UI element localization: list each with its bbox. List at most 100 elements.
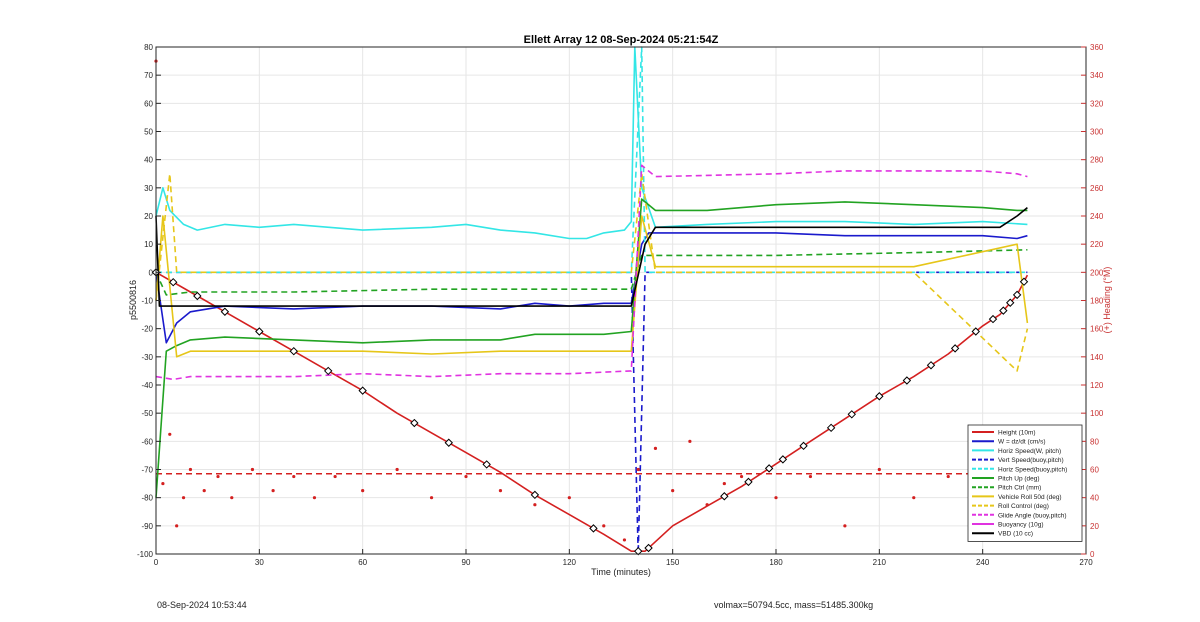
x-tick-label: 30: [255, 558, 264, 567]
y-tick-label: 30: [144, 184, 153, 193]
height-marker: [169, 277, 178, 287]
heading-point: [216, 474, 220, 479]
height-marker: [410, 418, 419, 428]
y2-tick-label: 60: [1090, 466, 1099, 475]
height-marker: [1019, 277, 1029, 286]
height-marker: [744, 477, 753, 487]
y2-tick-label: 20: [1090, 522, 1099, 531]
series-line-9: [155, 164, 1028, 381]
y-tick-label: 60: [144, 99, 153, 108]
heading-point: [533, 503, 537, 507]
height-marker: [902, 376, 912, 385]
heading-point: [161, 481, 165, 486]
height-marker: [926, 361, 936, 370]
legend-label: Vehicle Roll 50d (deg): [998, 494, 1062, 501]
x-tick-label: 180: [769, 558, 783, 567]
height-marker: [875, 392, 884, 401]
series-line-0: [155, 271, 1029, 553]
y2-tick-label: 300: [1090, 128, 1104, 137]
x-tick-label: 60: [358, 558, 367, 567]
height-marker: [778, 455, 788, 464]
heading-point: [292, 474, 296, 479]
y-tick-label: 80: [144, 43, 153, 52]
heading-point: [202, 489, 206, 493]
y-tick-label: -100: [137, 550, 154, 559]
height-marker: [988, 314, 998, 324]
heading-point: [188, 467, 193, 472]
height-marker: [826, 423, 836, 433]
y2-tick-label: 80: [1090, 437, 1099, 446]
height-marker: [1006, 298, 1015, 307]
y2-tick-label: 100: [1090, 409, 1104, 418]
y2-tick-label: 120: [1090, 381, 1104, 390]
heading-point: [774, 496, 778, 500]
heading-point: [271, 489, 275, 493]
series-line-11: [155, 206, 1028, 307]
x-tick-label: 270: [1079, 558, 1093, 567]
y2-tick-label: 0: [1090, 550, 1095, 559]
heading-point: [312, 496, 317, 500]
y2-tick-label: 160: [1090, 325, 1104, 334]
series-line-8: [155, 173, 1029, 372]
y-tick-label: -90: [141, 522, 153, 531]
series-line-2: [155, 46, 1028, 240]
y-tick-label: 10: [144, 240, 153, 249]
height-marker: [358, 386, 367, 395]
heading-point: [602, 524, 606, 528]
y2-tick-label: 220: [1090, 240, 1104, 249]
heading-point: [653, 446, 658, 450]
y2-tick-label: 140: [1090, 353, 1104, 362]
height-marker: [634, 546, 643, 556]
heading-point: [230, 496, 234, 500]
height-marker: [444, 438, 453, 447]
heading-point: [671, 489, 675, 493]
x-tick-label: 240: [976, 558, 990, 567]
y2-tick-label: 180: [1090, 297, 1104, 306]
heading-point: [636, 467, 640, 472]
height-marker: [644, 543, 653, 553]
height-marker: [950, 344, 960, 353]
x-tick-label: 90: [462, 558, 471, 567]
heading-point: [181, 496, 186, 500]
height-marker: [530, 490, 540, 500]
series-line-7: [155, 215, 1029, 358]
height-marker: [193, 291, 202, 301]
y2-tick-label: 40: [1090, 494, 1099, 503]
heading-point: [464, 474, 468, 479]
y-tick-label: -30: [141, 353, 153, 362]
y-tick-label: -10: [141, 297, 153, 306]
height-marker: [482, 460, 491, 469]
y-tick-label: 20: [144, 212, 153, 221]
y-tick-label: 70: [144, 71, 153, 80]
height-marker: [220, 307, 230, 316]
heading-point: [168, 432, 172, 436]
legend-label: Pitch Up (deg): [998, 476, 1040, 483]
heading-point: [808, 474, 813, 479]
height-marker: [289, 346, 298, 356]
legend-box: [967, 424, 1083, 542]
y2-tick-label: 340: [1090, 71, 1104, 80]
heading-point: [739, 474, 744, 479]
legend-label: Vert Speed(buoy,pitch): [998, 457, 1064, 464]
height-marker: [720, 492, 729, 501]
y-tick-label: 40: [144, 156, 153, 165]
footer-summary: volmax=50794.5cc, mass=51485.300kg: [714, 600, 874, 610]
heading-point: [877, 467, 881, 472]
heading-point: [498, 489, 503, 493]
heading-point: [912, 496, 916, 500]
legend-label: Horiz Speed(W, pitch): [998, 448, 1061, 455]
height-marker: [764, 464, 774, 473]
x-tick-label: 120: [563, 558, 577, 567]
series-line-1: [155, 232, 1028, 344]
height-marker: [999, 306, 1008, 315]
plot-area: [151, 46, 1081, 556]
heading-point: [361, 489, 365, 493]
legend-label: Roll Control (deg): [998, 503, 1049, 510]
chart-title: Ellett Array 12 08-Sep-2024 05:21:54Z: [524, 34, 719, 46]
series-line-4: [156, 46, 1028, 274]
y2-tick-label: 360: [1090, 43, 1104, 52]
legend: Height (10m) W = dz/dt (cm/s) Horiz Speed(…: [967, 424, 1083, 542]
y-tick-label: -40: [141, 381, 153, 390]
legend-label: Horiz Speed(buoy,pitch): [998, 466, 1067, 473]
